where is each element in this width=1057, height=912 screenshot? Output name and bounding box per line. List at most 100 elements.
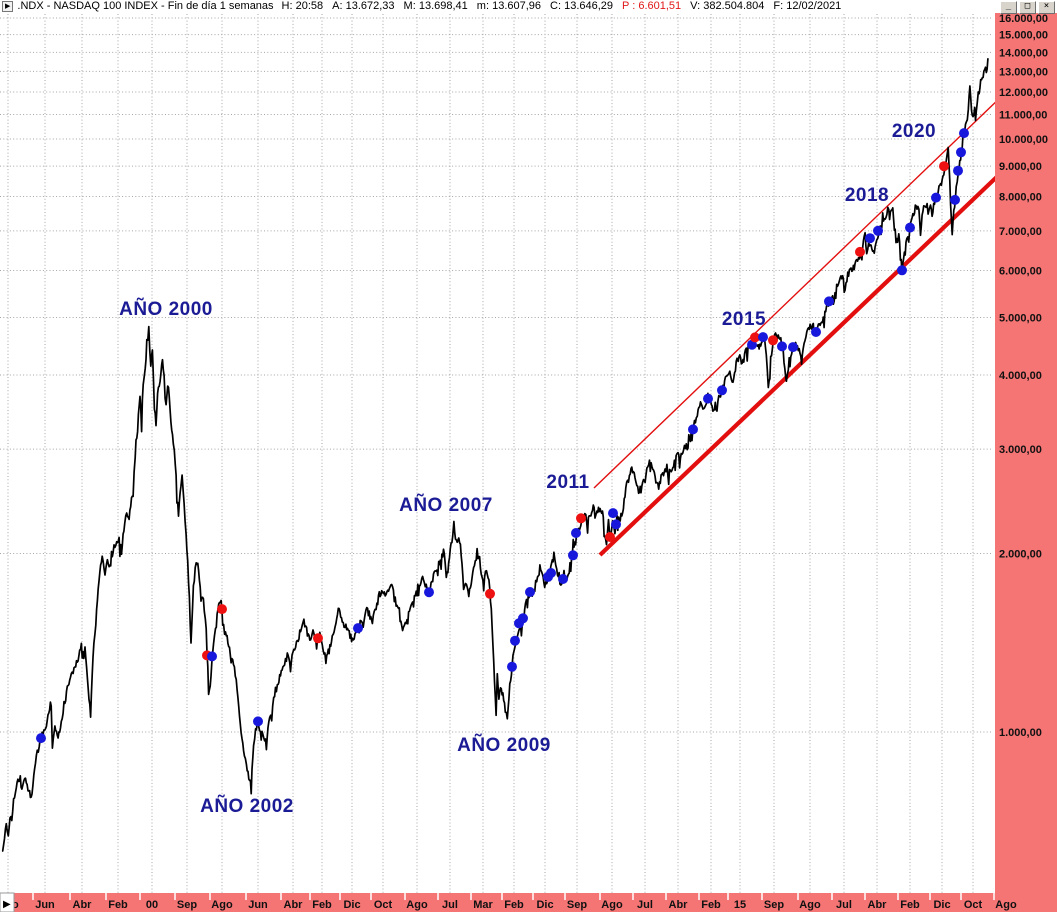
signal-dot-red[interactable] bbox=[750, 332, 760, 343]
close-button[interactable]: × bbox=[1038, 1, 1055, 14]
quote-field-P: P : 6.601,51 bbox=[622, 0, 682, 12]
price-axis-label: 4.000,00 bbox=[999, 370, 1042, 382]
time-axis-labels: Ago Jun Abr Feb 00 Sep Ago Jun Abr Feb Dic Oct Ago Ju… bbox=[0, 893, 1017, 911]
signal-dot-blue[interactable] bbox=[207, 651, 217, 662]
signal-dot-blue[interactable] bbox=[931, 192, 941, 203]
quote-field-V: V: 382.504.804 bbox=[690, 0, 765, 12]
signal-dot-blue[interactable] bbox=[36, 733, 46, 744]
time-axis-label: Feb bbox=[504, 899, 524, 911]
signal-dot-blue[interactable] bbox=[688, 424, 698, 435]
minimize-button[interactable]: _ bbox=[1000, 1, 1017, 14]
price-axis-label: 3.000,00 bbox=[999, 444, 1042, 456]
signal-dot-blue[interactable] bbox=[424, 587, 434, 598]
year-annotation: 2015 bbox=[722, 309, 766, 330]
year-annotation: 2020 bbox=[892, 121, 936, 142]
signal-dot-blue[interactable] bbox=[953, 165, 963, 176]
scrollbar-left-arrow[interactable]: ▶ bbox=[0, 892, 15, 912]
time-axis-label: Jul bbox=[442, 899, 458, 911]
time-axis-label: Jul bbox=[836, 899, 852, 911]
signal-dot-blue[interactable] bbox=[611, 519, 621, 530]
price-axis-label: 7.000,00 bbox=[999, 226, 1042, 238]
time-axis-label: Ago bbox=[799, 899, 821, 911]
signal-dot-blue[interactable] bbox=[253, 716, 263, 727]
signal-dot-blue[interactable] bbox=[873, 225, 883, 236]
price-axis-label: 12.000,00 bbox=[999, 87, 1048, 99]
signal-dot-blue[interactable] bbox=[777, 341, 787, 352]
time-axis-label: Sep bbox=[764, 899, 784, 911]
time-axis-label: Sep bbox=[567, 899, 587, 911]
signal-dot-blue[interactable] bbox=[568, 550, 578, 561]
time-axis-label: Abr bbox=[73, 899, 93, 911]
signal-dot-blue[interactable] bbox=[510, 635, 520, 646]
time-axis-label: Jun bbox=[35, 899, 55, 911]
signal-dot-red[interactable] bbox=[939, 161, 949, 172]
scroll-left-arrow-icon[interactable]: ▶ bbox=[3, 899, 11, 910]
time-axis-label: Feb bbox=[108, 899, 128, 911]
time-axis-label: Ago bbox=[995, 899, 1017, 911]
signal-dot-blue[interactable] bbox=[546, 568, 556, 578]
signal-dot-blue[interactable] bbox=[950, 194, 960, 205]
signal-dot-blue[interactable] bbox=[956, 147, 966, 158]
maximize-button[interactable]: □ bbox=[1019, 1, 1036, 14]
scroll-arrow-box[interactable] bbox=[0, 892, 15, 912]
signal-dot-blue[interactable] bbox=[897, 265, 907, 276]
signal-dot-red[interactable] bbox=[855, 246, 865, 257]
trend-line[interactable] bbox=[593, 94, 1004, 489]
window-buttons: _ □ × bbox=[1000, 1, 1055, 14]
signal-dot-blue[interactable] bbox=[703, 393, 713, 404]
time-axis-label: Dic bbox=[343, 899, 360, 911]
time-axis-band[interactable] bbox=[0, 893, 1057, 912]
time-axis-label: Oct bbox=[964, 899, 983, 911]
signal-markers[interactable] bbox=[36, 128, 969, 744]
price-axis-label: 15.000,00 bbox=[999, 30, 1048, 42]
signal-dot-red[interactable] bbox=[768, 335, 778, 346]
signal-dot-blue[interactable] bbox=[608, 508, 618, 519]
signal-dot-blue[interactable] bbox=[353, 623, 363, 634]
time-axis-label: Jul bbox=[637, 899, 653, 911]
signal-dot-blue[interactable] bbox=[905, 222, 915, 233]
time-axis-label: Dic bbox=[933, 899, 950, 911]
price-axis-label: 16.000,00 bbox=[999, 13, 1048, 25]
signal-dot-red[interactable] bbox=[217, 604, 227, 615]
price-axis-labels: 16.000,00 15.000,00 14.000,00 13.000,00 12.0… bbox=[999, 13, 1048, 739]
instrument-list-icon: ▶ bbox=[2, 1, 14, 12]
time-axis-label: Abr bbox=[669, 899, 689, 911]
price-axis-label: 2.000,00 bbox=[999, 548, 1042, 560]
signal-dot-red[interactable] bbox=[485, 588, 495, 599]
window-titlebar[interactable]: ▶ .NDX - NASDAQ 100 INDEX - Fin de día 1… bbox=[0, 0, 1057, 13]
signal-dot-red[interactable] bbox=[576, 513, 586, 524]
time-axis-label: Feb bbox=[701, 899, 721, 911]
signal-dot-blue[interactable] bbox=[507, 661, 517, 672]
signal-dot-blue[interactable] bbox=[788, 342, 798, 353]
signal-dot-red[interactable] bbox=[313, 633, 323, 644]
signal-dot-blue[interactable] bbox=[824, 296, 834, 307]
signal-dot-blue[interactable] bbox=[758, 332, 768, 343]
year-annotation: 2011 bbox=[546, 472, 589, 493]
year-annotation: 2018 bbox=[845, 185, 889, 206]
time-axis-label: Oct bbox=[374, 899, 393, 911]
year-annotation: AÑO 2007 bbox=[399, 494, 493, 516]
time-axis-label: Feb bbox=[312, 899, 332, 911]
signal-dot-blue[interactable] bbox=[811, 327, 821, 337]
signal-dot-blue[interactable] bbox=[717, 385, 727, 396]
quote-field-F: F: 12/02/2021 bbox=[773, 0, 842, 12]
time-axis-label: Abr bbox=[868, 899, 888, 911]
time-axis-label: Feb bbox=[900, 899, 920, 911]
price-axis-label: 14.000,00 bbox=[999, 47, 1048, 59]
price-axis-label: 11.000,00 bbox=[999, 109, 1047, 121]
time-axis-label: Jun bbox=[248, 899, 268, 911]
quote-field-M: M: 13.698,41 bbox=[403, 0, 468, 12]
signal-dot-blue[interactable] bbox=[558, 574, 568, 584]
time-axis-label: Ago bbox=[601, 899, 623, 911]
price-axis-band[interactable] bbox=[995, 13, 1057, 893]
signal-dot-blue[interactable] bbox=[959, 128, 969, 139]
price-axis-label: 13.000,00 bbox=[999, 66, 1048, 78]
signal-dot-blue[interactable] bbox=[865, 233, 875, 244]
signal-dot-blue[interactable] bbox=[525, 587, 535, 597]
time-axis-label: Ago bbox=[211, 899, 233, 911]
signal-dot-blue[interactable] bbox=[518, 613, 528, 624]
signal-dot-blue[interactable] bbox=[571, 528, 581, 538]
signal-dot-red[interactable] bbox=[605, 532, 615, 542]
